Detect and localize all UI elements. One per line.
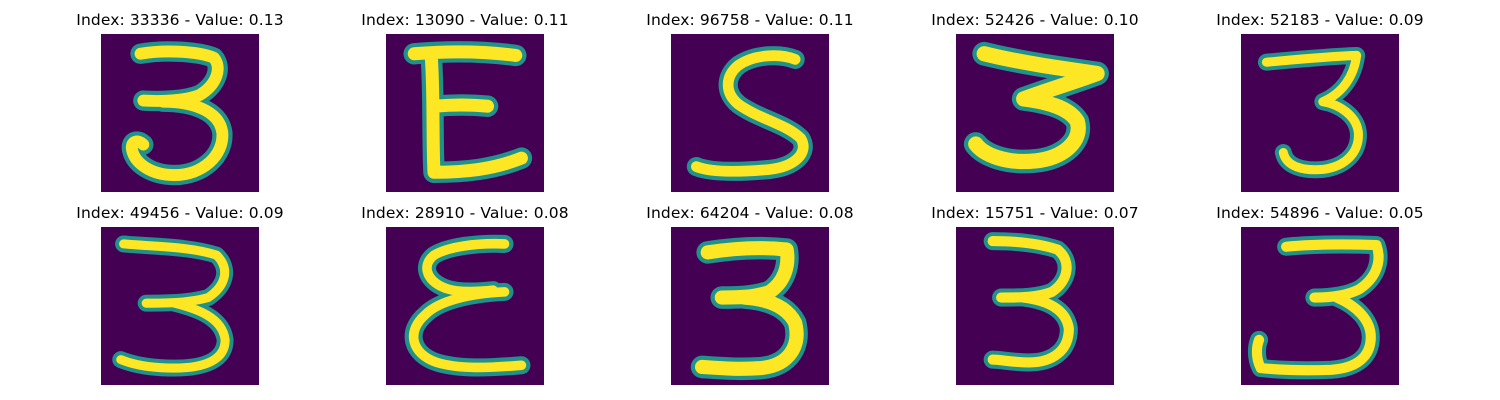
digit-stroke-core: [125, 45, 228, 181]
panel-title: Index: 28910 - Value: 0.08: [361, 204, 569, 222]
panel-title: Index: 15751 - Value: 0.07: [931, 204, 1139, 222]
panel-title: Index: 96758 - Value: 0.11: [646, 11, 854, 29]
digit-image: [100, 227, 259, 385]
panel-9: Index: 15751 - Value: 0.07: [885, 0, 1185, 385]
digit-stroke-core: [690, 50, 808, 177]
digit-image: [955, 34, 1114, 192]
panel-8: Index: 64204 - Value: 0.08: [600, 0, 900, 385]
panel-title: Index: 52426 - Value: 0.10: [931, 11, 1139, 29]
panel-title: Index: 52183 - Value: 0.09: [1216, 11, 1424, 29]
digit-stroke-core: [407, 45, 528, 179]
panel-10: Index: 54896 - Value: 0.05: [1170, 0, 1470, 385]
panel-title: Index: 54896 - Value: 0.05: [1216, 204, 1424, 222]
digit-image: [670, 227, 829, 385]
panel-title: Index: 33336 - Value: 0.13: [76, 11, 284, 29]
panel-1: Index: 33336 - Value: 0.13: [30, 0, 330, 192]
digit-image: [670, 34, 829, 192]
panel-title: Index: 64204 - Value: 0.08: [646, 204, 854, 222]
digit-stroke-core: [1251, 239, 1384, 376]
panel-6: Index: 49456 - Value: 0.09: [30, 0, 330, 385]
digit-image: [955, 227, 1114, 385]
panel-5: Index: 52183 - Value: 0.09: [1170, 0, 1470, 192]
panel-4: Index: 52426 - Value: 0.10: [885, 0, 1185, 192]
panel-title: Index: 13090 - Value: 0.11: [361, 11, 569, 29]
digit-stroke-core: [987, 236, 1074, 368]
panel-title: Index: 49456 - Value: 0.09: [76, 204, 284, 222]
digit-stroke-core: [694, 241, 803, 376]
panel-3: Index: 96758 - Value: 0.11: [600, 0, 900, 192]
digit-image: [385, 34, 544, 192]
digit-image: [1240, 34, 1399, 192]
digit-image: [100, 34, 259, 192]
digit-stroke-core: [1261, 50, 1363, 175]
digit-stroke-core: [967, 46, 1105, 170]
digit-image: [1240, 227, 1399, 385]
digit-image: [385, 227, 544, 385]
panel-7: Index: 28910 - Value: 0.08: [315, 0, 615, 385]
panel-2: Index: 13090 - Value: 0.11: [315, 0, 615, 192]
digit-stroke-core: [408, 238, 526, 373]
digit-stroke-core: [115, 239, 230, 373]
